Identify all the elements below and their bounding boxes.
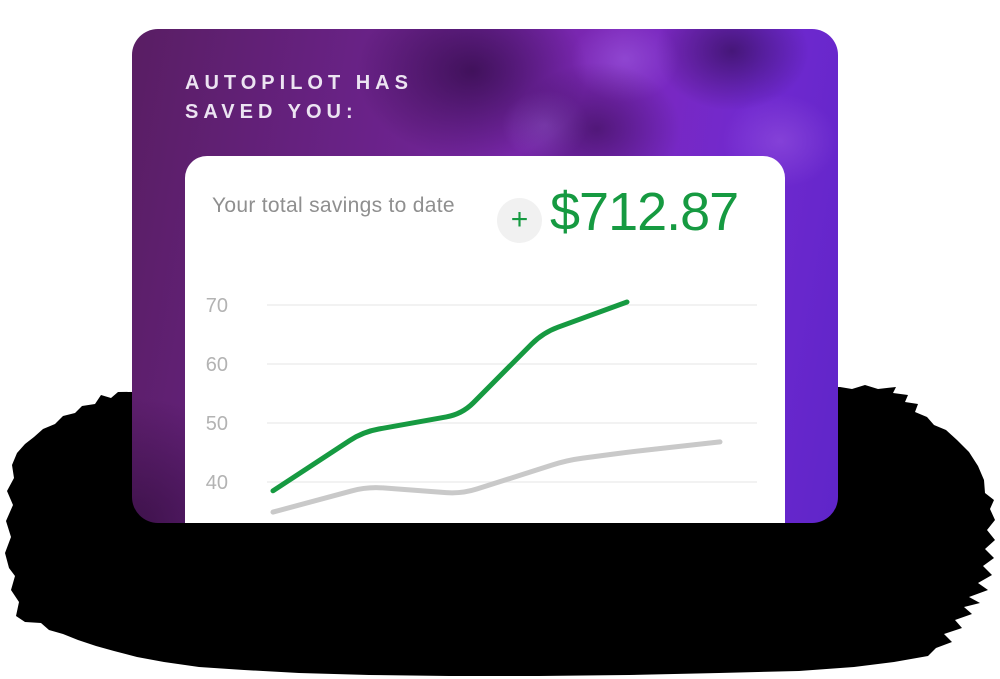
plus-icon: + — [510, 202, 529, 236]
savings-card: AUTOPILOT HAS SAVED YOU: Your total savi… — [132, 29, 838, 523]
savings-line-chart: 70 60 50 40 — [206, 295, 757, 515]
headline-line-1: AUTOPILOT HAS — [185, 72, 413, 94]
total-savings-amount: $712.87 — [550, 182, 739, 242]
panel-title: Your total savings to date — [212, 194, 455, 217]
y-axis-tick: 50 — [206, 413, 228, 435]
plus-badge[interactable]: + — [497, 198, 542, 243]
headline-line-2: SAVED YOU: — [185, 101, 358, 123]
y-axis-tick: 40 — [206, 472, 228, 494]
y-axis-tick: 70 — [206, 295, 228, 317]
series-without-autopilot — [270, 439, 723, 515]
headline: AUTOPILOT HAS SAVED YOU: — [185, 69, 413, 127]
savings-panel: Your total savings to date + $712.87 70 6… — [185, 156, 785, 523]
series-with-autopilot — [270, 299, 630, 494]
y-axis-tick: 60 — [206, 354, 228, 376]
